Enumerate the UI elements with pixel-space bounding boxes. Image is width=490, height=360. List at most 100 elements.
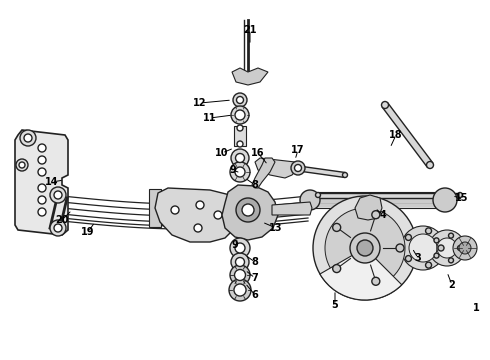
Circle shape [425, 228, 432, 234]
Text: 4: 4 [380, 210, 387, 220]
Text: 19: 19 [81, 227, 95, 237]
Circle shape [425, 262, 432, 268]
Bar [234, 126, 246, 146]
Circle shape [38, 156, 46, 164]
Text: 17: 17 [291, 145, 305, 155]
Circle shape [325, 208, 405, 288]
Text: 6: 6 [252, 290, 258, 300]
Circle shape [38, 196, 46, 204]
Circle shape [242, 204, 254, 216]
Circle shape [231, 253, 249, 271]
Circle shape [350, 233, 380, 263]
Circle shape [300, 190, 320, 210]
Circle shape [382, 102, 389, 108]
Text: 20: 20 [55, 215, 69, 225]
Circle shape [236, 198, 260, 222]
Circle shape [434, 253, 439, 258]
Wedge shape [320, 248, 402, 300]
Circle shape [357, 240, 373, 256]
Circle shape [230, 162, 250, 182]
Circle shape [448, 258, 454, 263]
Circle shape [16, 159, 28, 171]
Circle shape [396, 244, 404, 252]
Circle shape [313, 196, 417, 300]
Circle shape [405, 234, 412, 240]
Circle shape [433, 188, 457, 212]
Polygon shape [272, 202, 312, 215]
Text: 12: 12 [193, 98, 207, 108]
Circle shape [194, 224, 202, 232]
Circle shape [229, 279, 251, 301]
Circle shape [316, 193, 320, 198]
Circle shape [19, 162, 25, 168]
Circle shape [291, 161, 305, 175]
Circle shape [343, 172, 347, 177]
Text: 14: 14 [45, 177, 59, 187]
Polygon shape [15, 130, 68, 235]
Text: 3: 3 [415, 253, 421, 263]
Text: 10: 10 [215, 148, 229, 158]
Circle shape [434, 238, 439, 243]
Circle shape [50, 187, 66, 203]
FancyBboxPatch shape [169, 189, 181, 227]
Circle shape [235, 110, 245, 120]
Circle shape [401, 226, 445, 270]
Circle shape [459, 242, 471, 254]
Circle shape [237, 96, 244, 104]
Circle shape [196, 201, 204, 209]
Polygon shape [382, 103, 433, 167]
Text: 11: 11 [203, 113, 217, 123]
Text: 16: 16 [251, 148, 265, 158]
Polygon shape [222, 185, 278, 240]
Circle shape [409, 234, 437, 262]
Circle shape [438, 245, 444, 251]
Circle shape [237, 125, 243, 131]
Text: 1: 1 [473, 303, 479, 313]
Circle shape [458, 193, 463, 198]
FancyBboxPatch shape [149, 189, 161, 227]
Circle shape [231, 106, 249, 124]
Circle shape [214, 211, 222, 219]
Polygon shape [294, 166, 345, 177]
Text: 13: 13 [269, 223, 283, 233]
Text: 18: 18 [389, 130, 403, 140]
Circle shape [38, 144, 46, 152]
Circle shape [429, 230, 465, 266]
Polygon shape [255, 158, 298, 178]
Circle shape [230, 238, 250, 258]
Text: 7: 7 [252, 273, 258, 283]
Polygon shape [252, 158, 275, 188]
Circle shape [333, 265, 341, 273]
Circle shape [235, 167, 245, 177]
Polygon shape [355, 195, 382, 220]
Circle shape [458, 246, 463, 251]
Circle shape [235, 243, 245, 253]
Text: 5: 5 [332, 300, 339, 310]
Text: 8: 8 [251, 257, 258, 267]
Text: 15: 15 [455, 193, 469, 203]
Polygon shape [318, 193, 460, 198]
Circle shape [231, 149, 249, 167]
Circle shape [453, 236, 477, 260]
Circle shape [294, 165, 301, 171]
Circle shape [426, 162, 434, 168]
Circle shape [230, 265, 250, 285]
Circle shape [24, 134, 32, 142]
Polygon shape [232, 68, 268, 85]
Circle shape [38, 168, 46, 176]
Circle shape [20, 130, 36, 146]
Circle shape [171, 206, 179, 214]
Circle shape [54, 191, 62, 199]
Text: 9: 9 [232, 240, 238, 250]
Circle shape [235, 270, 245, 280]
Circle shape [54, 224, 62, 232]
Circle shape [237, 141, 243, 147]
Circle shape [236, 153, 245, 162]
Circle shape [38, 184, 46, 192]
Circle shape [405, 256, 412, 262]
Circle shape [293, 166, 297, 171]
Text: 21: 21 [243, 25, 257, 35]
Circle shape [234, 284, 246, 296]
Circle shape [236, 257, 245, 266]
Circle shape [372, 211, 380, 219]
